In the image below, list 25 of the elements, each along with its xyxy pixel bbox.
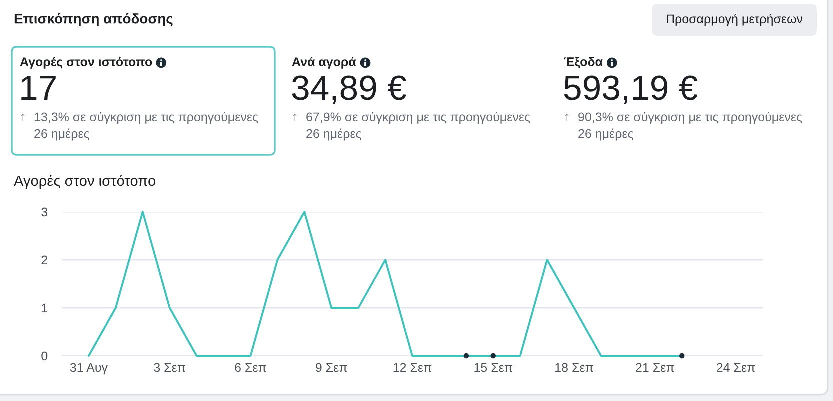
text: Ανά αγορά (292, 57, 356, 69)
y-tick-label: 3 (42, 208, 48, 217)
x-tick-label: 12 Σεπ (394, 363, 432, 372)
text: Αγορές στον ιστότοπο (20, 57, 152, 69)
x-tick-label: 9 Σεπ (316, 363, 348, 372)
text: 34,89 € (292, 76, 406, 104)
text: ↑ 67,9% σε σύγκριση με τις προηγούμενες 26 ημέρες (294, 112, 530, 141)
x-tick-label: 21 Σεπ (636, 363, 674, 372)
text: 17 (22, 76, 56, 100)
text: ↑ 13,3% σε σύγκριση με τις προηγούμενες 26 ημέρες (22, 112, 258, 141)
y-tick-label: 1 (42, 304, 48, 313)
x-tick-label: 3 Σεπ (154, 363, 186, 372)
x-tick-label: 6 Σεπ (235, 363, 266, 372)
y-tick-label: 0 (42, 352, 48, 361)
y-tick-label: 2 (42, 256, 48, 265)
text: Επισκόπηση απόδοσης (14, 13, 173, 27)
x-tick-label: 18 Σεπ (556, 363, 594, 372)
x-tick-label: 15 Σεπ (474, 363, 512, 372)
text: ↑ 90,3% σε σύγκριση με τις προηγούμενες 26 ημέρες (566, 112, 802, 141)
x-tick-label: 31 Αυγ (70, 363, 108, 375)
text: 593,19 € (564, 76, 698, 104)
chart-title: Αγορές στον ιστότοπο (14, 174, 156, 190)
text: Προσαρμογή μετρήσεων (667, 14, 803, 26)
x-tick-label: 24 Σεπ (717, 363, 756, 372)
text: Έξοδα (564, 57, 603, 69)
